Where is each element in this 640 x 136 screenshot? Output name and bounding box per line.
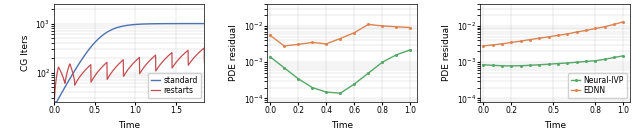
Y-axis label: PDE residual: PDE residual xyxy=(229,25,238,81)
EDNN xyxy=(573,31,580,33)
EDNN xyxy=(554,35,562,36)
Legend: Neural-IVP, EDNN: Neural-IVP, EDNN xyxy=(568,72,627,98)
EDNN xyxy=(591,28,599,29)
Y-axis label: PDE residual: PDE residual xyxy=(442,25,451,81)
standard xyxy=(159,23,166,24)
Line: restarts: restarts xyxy=(54,48,204,100)
EDNN xyxy=(526,39,534,40)
Neural-IVP xyxy=(601,58,609,60)
Line: Neural-IVP: Neural-IVP xyxy=(482,54,625,67)
EDNN xyxy=(508,42,515,43)
standard xyxy=(159,23,167,24)
X-axis label: Time: Time xyxy=(545,121,566,130)
Neural-IVP xyxy=(610,57,618,58)
Neural-IVP xyxy=(489,64,497,66)
Neural-IVP xyxy=(508,65,515,67)
restarts xyxy=(146,60,154,61)
EDNN xyxy=(563,33,571,35)
Neural-IVP xyxy=(563,62,571,64)
Neural-IVP xyxy=(536,64,543,66)
restarts xyxy=(164,55,172,57)
EDNN xyxy=(498,43,506,45)
EDNN xyxy=(601,26,609,28)
Neural-IVP xyxy=(479,64,487,66)
Neural-IVP xyxy=(573,61,580,63)
X-axis label: Time: Time xyxy=(118,121,140,130)
EDNN xyxy=(610,24,618,25)
EDNN xyxy=(620,21,627,23)
Neural-IVP xyxy=(498,65,506,67)
restarts xyxy=(138,70,145,72)
Line: standard: standard xyxy=(54,24,204,102)
restarts xyxy=(51,99,58,100)
Neural-IVP xyxy=(545,63,552,65)
Neural-IVP xyxy=(620,55,627,57)
EDNN xyxy=(582,30,590,31)
EDNN xyxy=(516,40,524,42)
restarts xyxy=(200,62,208,63)
standard xyxy=(99,34,107,35)
standard xyxy=(110,28,118,30)
Neural-IVP xyxy=(516,65,524,67)
Legend: standard, restarts: standard, restarts xyxy=(148,72,200,98)
standard xyxy=(68,74,76,75)
EDNN xyxy=(536,37,543,39)
restarts xyxy=(141,65,149,66)
restarts xyxy=(200,47,208,49)
standard xyxy=(145,23,152,25)
Neural-IVP xyxy=(526,64,534,66)
Neural-IVP xyxy=(582,61,590,62)
restarts xyxy=(60,78,67,80)
EDNN xyxy=(489,44,497,46)
EDNN xyxy=(545,36,552,38)
Line: EDNN: EDNN xyxy=(482,20,625,47)
standard xyxy=(200,23,208,24)
standard xyxy=(51,101,58,103)
Y-axis label: CG Iters: CG Iters xyxy=(21,35,30,71)
Neural-IVP xyxy=(591,60,599,61)
restarts xyxy=(180,53,188,55)
EDNN xyxy=(479,45,487,47)
Neural-IVP xyxy=(554,63,562,64)
X-axis label: Time: Time xyxy=(332,121,353,130)
